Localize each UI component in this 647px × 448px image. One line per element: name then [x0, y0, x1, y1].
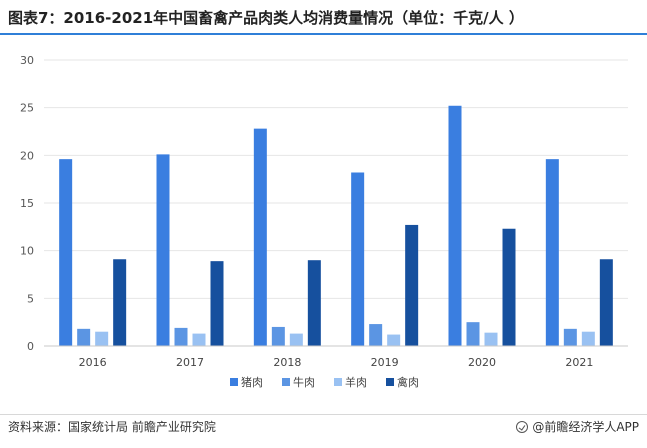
legend: 猪肉 牛肉 羊肉 禽肉 — [230, 375, 419, 389]
title-underline — [0, 33, 647, 35]
bar-羊肉-2021 — [581, 331, 595, 346]
bar-羊肉-2016 — [95, 331, 109, 346]
bar-羊肉-2020 — [484, 332, 498, 346]
x-axis: 2016 2017 2018 2019 2020 2021 — [44, 345, 628, 369]
legend-label: 猪肉 — [241, 376, 263, 389]
bar-禽肉-2021 — [599, 259, 613, 346]
bar-猪肉-2018 — [253, 128, 267, 346]
y-tick-label: 25 — [20, 102, 34, 115]
bar-羊肉-2019 — [387, 334, 401, 346]
legend-swatch-猪肉 — [230, 378, 238, 386]
bar-牛肉-2021 — [563, 328, 577, 346]
bars — [59, 105, 613, 346]
y-tick-label: 15 — [20, 197, 34, 210]
legend-swatch-禽肉 — [386, 378, 394, 386]
brand-credit: @前瞻经济学人APP — [516, 418, 639, 436]
bar-牛肉-2017 — [174, 327, 188, 346]
y-tick-label: 5 — [27, 292, 34, 305]
y-tick-label: 30 — [20, 54, 34, 67]
legend-label: 羊肉 — [345, 375, 367, 389]
y-axis: 0 5 10 15 20 25 30 — [20, 54, 34, 353]
bar-牛肉-2020 — [466, 322, 480, 346]
bar-禽肉-2017 — [210, 261, 224, 346]
bar-禽肉-2016 — [113, 259, 127, 346]
brand-text: @前瞻经济学人APP — [532, 420, 639, 434]
chart-title: 图表7：2016-2021年中国畜禽产品肉类人均消费量情况（单位：千克/人 ） — [8, 9, 524, 27]
y-tick-label: 20 — [20, 149, 34, 162]
legend-swatch-羊肉 — [334, 378, 342, 386]
bar-猪肉-2021 — [545, 159, 559, 346]
legend-swatch-牛肉 — [282, 378, 290, 386]
x-tick-label: 2018 — [273, 356, 301, 369]
bar-羊肉-2017 — [192, 333, 206, 346]
x-tick-label: 2020 — [468, 356, 496, 369]
source-divider — [0, 414, 647, 415]
x-tick-label: 2019 — [371, 356, 399, 369]
x-tick-label: 2016 — [79, 356, 107, 369]
bar-猪肉-2017 — [156, 154, 170, 346]
bar-猪肉-2020 — [448, 105, 462, 346]
bar-猪肉-2019 — [351, 172, 365, 346]
source-note: 资料来源：国家统计局 前瞻产业研究院 — [8, 420, 216, 434]
legend-label: 牛肉 — [293, 375, 315, 389]
bar-牛肉-2018 — [271, 326, 285, 346]
bar-牛肉-2019 — [369, 324, 383, 346]
x-tick-label: 2021 — [565, 356, 593, 369]
x-tick-label: 2017 — [176, 356, 204, 369]
bar-羊肉-2018 — [289, 333, 303, 346]
legend-label: 禽肉 — [397, 375, 419, 389]
bar-禽肉-2020 — [502, 228, 516, 346]
gridlines — [44, 59, 628, 299]
bar-chart: 0 5 10 15 20 25 30 2016 2017 2018 2019 2020 2021 猪肉… — [20, 54, 628, 389]
bar-牛肉-2016 — [77, 328, 91, 346]
brand-logo-icon — [516, 421, 529, 433]
y-tick-label: 0 — [27, 340, 34, 353]
bar-禽肉-2019 — [405, 224, 419, 346]
bar-猪肉-2016 — [59, 159, 73, 346]
bar-禽肉-2018 — [307, 260, 321, 346]
y-tick-label: 10 — [20, 245, 34, 258]
